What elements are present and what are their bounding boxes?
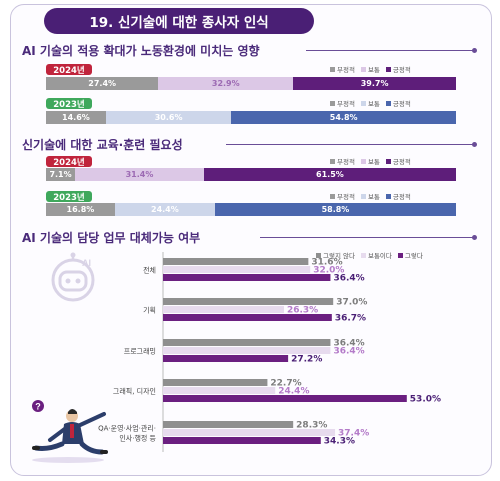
legend-item-no: 그렇지 않다: [316, 250, 355, 260]
legend-swatch: [397, 252, 403, 258]
section-title-impact: AI 기술의 적용 확대가 노동환경에 미치는 영향: [22, 44, 260, 58]
legend-item-negative: 부정적: [330, 156, 355, 166]
segment-neutral: 30.6%: [105, 111, 232, 124]
legend-item-positive: 긍정적: [385, 64, 411, 74]
legend: 부정적 보통 긍정적: [330, 98, 411, 108]
section-divider: [260, 237, 476, 238]
legend-swatch: [316, 252, 321, 258]
legend: 부정적 보통 긍정적: [330, 156, 411, 166]
year-badge-2024: 2024년: [46, 156, 92, 168]
svg-text:AI: AI: [82, 258, 91, 268]
section-divider-dot: [472, 235, 477, 240]
legend-swatch: [360, 193, 366, 199]
section-divider-dot: [472, 142, 477, 147]
legend-swatch: [385, 158, 391, 164]
legend-item-neutral: 보통: [360, 64, 380, 74]
section-title-replace: AI 기술의 담당 업무 대체가능 여부: [22, 231, 201, 245]
page-title: 19. 신기술에 대한 종사자 인식: [44, 8, 314, 34]
section-divider: [306, 50, 476, 51]
year-badge-2024: 2024년: [46, 64, 92, 76]
legend-swatch: [330, 100, 335, 106]
legend-item-positive: 긍정적: [385, 98, 411, 108]
segment-neutral: 24.4%: [114, 203, 215, 216]
legend-swatch: [330, 158, 335, 164]
legend: 부정적 보통 긍정적: [330, 191, 411, 201]
legend-swatch: [330, 66, 335, 72]
legend-item-negative: 부정적: [330, 98, 355, 108]
stacked-bar-2023: 14.6% 30.6% 54.8%: [46, 111, 456, 124]
legend-swatch: [385, 193, 391, 199]
legend-item-neutral: 보통: [360, 191, 380, 201]
legend-swatch: [360, 100, 366, 106]
data-label: 24.4%: [151, 205, 179, 214]
stacked-bar-2023: 16.8% 24.4% 58.8%: [46, 203, 456, 216]
legend-item-positive: 긍정적: [385, 156, 411, 166]
section-title-training: 신기술에 대한 교육·훈련 필요성: [22, 138, 183, 152]
data-label: 58.8%: [321, 205, 350, 214]
segment-negative: 16.8%: [46, 203, 115, 216]
segment-negative: 7.1%: [46, 168, 76, 181]
legend-item-negative: 부정적: [330, 191, 355, 201]
legend: 그렇지 않다 보통이다 그렇다: [316, 250, 423, 260]
section-divider-dot: [472, 48, 477, 53]
data-label: 54.8%: [329, 113, 358, 122]
svg-text:?: ?: [35, 402, 41, 412]
segment-positive: 54.8%: [231, 111, 456, 124]
year-badge-2023: 2023년: [46, 191, 92, 203]
legend-swatch: [385, 100, 391, 106]
stacked-bar-2024: 7.1% 31.4% 61.5%: [46, 168, 456, 181]
data-label: 7.1%: [49, 170, 72, 179]
segment-negative: 14.6%: [46, 111, 106, 124]
section-divider: [226, 144, 476, 145]
legend-item-neutral: 보통: [360, 98, 380, 108]
segment-positive: 39.7%: [293, 77, 456, 90]
legend-swatch: [360, 158, 366, 164]
year-badge-2023: 2023년: [46, 98, 92, 110]
segment-neutral: 31.4%: [75, 168, 204, 181]
data-label: 16.8%: [66, 205, 95, 214]
legend-swatch: [360, 252, 366, 258]
data-label: 30.6%: [154, 113, 183, 122]
businessman-illustration: ?: [32, 400, 108, 463]
data-label: 32.9%: [211, 79, 240, 88]
legend-swatch: [385, 66, 391, 72]
legend-item-neutral: 보통이다: [360, 250, 392, 260]
segment-neutral: 32.9%: [158, 77, 294, 90]
legend-swatch: [330, 193, 335, 199]
legend-item-yes: 그렇다: [397, 250, 423, 260]
data-label: 31.4%: [125, 170, 154, 179]
legend-item-neutral: 보통: [360, 156, 380, 166]
robot-icon: AI: [51, 252, 95, 302]
stacked-bar-2024: 27.4% 32.9% 39.7%: [46, 77, 456, 90]
data-label: 61.5%: [316, 170, 344, 179]
data-label: 14.6%: [62, 113, 90, 122]
legend-item-negative: 부정적: [330, 64, 355, 74]
segment-negative: 27.4%: [46, 77, 159, 90]
legend-swatch: [360, 66, 366, 72]
data-label: 27.4%: [88, 79, 117, 88]
legend-item-positive: 긍정적: [385, 191, 411, 201]
segment-positive: 58.8%: [214, 203, 456, 216]
legend: 부정적 보통 긍정적: [330, 64, 411, 74]
data-label: 39.7%: [360, 79, 389, 88]
segment-positive: 61.5%: [203, 168, 456, 181]
